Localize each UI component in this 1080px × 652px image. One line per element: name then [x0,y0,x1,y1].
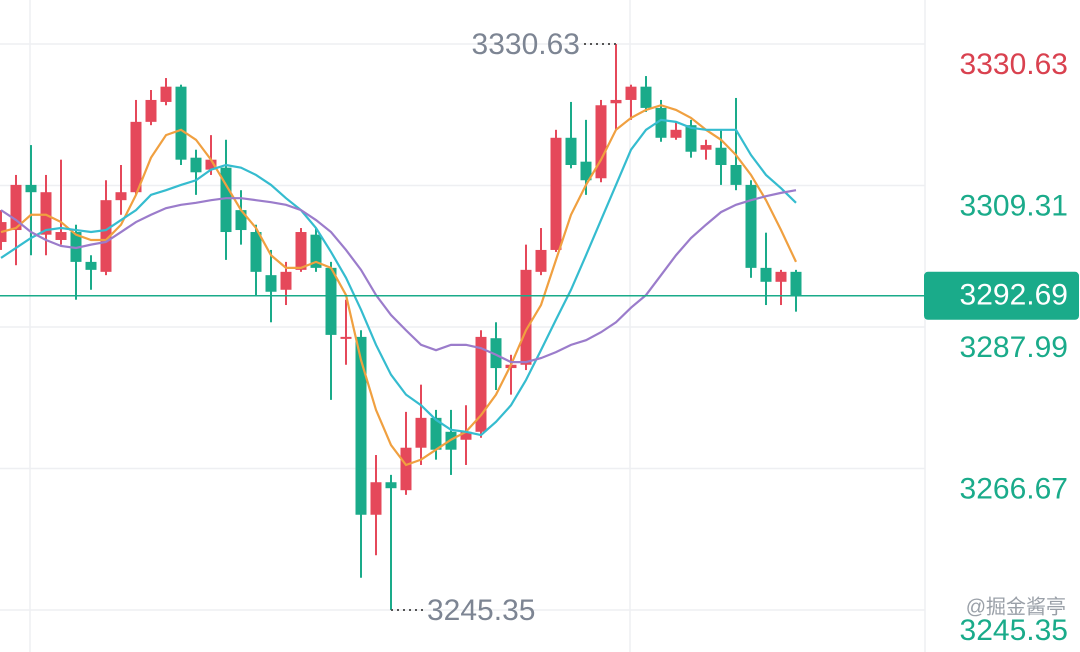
candle-body [460,431,472,440]
candle-body [640,86,652,108]
candle-body [325,267,337,335]
candle-body [700,145,712,150]
candle-body [145,99,157,122]
candle-body [55,232,67,240]
candle-body [655,107,667,138]
candle-body [370,482,382,515]
candle-body [310,234,322,268]
candle-body [715,147,727,165]
candle-body [295,232,307,270]
candle-body [475,336,487,432]
candle-body [130,121,142,193]
candle-body [610,99,622,104]
candle-body [235,210,247,231]
candle-body [430,417,442,450]
candle-body [730,164,742,185]
candle-body [175,86,187,160]
y-tick-label: 3287.99 [960,331,1068,364]
candle-body [760,267,772,282]
candle-body [490,338,502,369]
candle-body [415,417,427,448]
candle-body [25,184,37,193]
candle-body [385,482,397,489]
y-tick-label: 3309.31 [960,189,1068,222]
candle-body [625,86,637,100]
candle-body [670,129,682,138]
candle-body [355,336,367,515]
candle-body [265,275,277,292]
candle-body [775,271,787,282]
ma-line [0,118,797,437]
candle-body [790,271,802,296]
candle-body [10,184,22,231]
candle-body [205,159,217,170]
candle-body [520,269,532,365]
candle-body [535,249,547,272]
candle-body [595,105,607,179]
max-label: 3330.63 [472,28,580,61]
candle-body [220,167,232,233]
candle-body [340,336,352,339]
candle-body [190,157,202,173]
ma-line [0,104,797,467]
candle-body [685,125,697,152]
candle-body [85,261,97,270]
candle-body [160,86,172,102]
candle-body [100,200,112,272]
candle-body [580,161,592,181]
last-price-box [924,271,1079,320]
y-tick-label: 3245.35 [960,614,1068,647]
y-tick-label: 3266.67 [960,472,1068,505]
candle-body [400,447,412,491]
last-price-label: 3292.69 [960,279,1068,312]
candle-body [280,271,292,290]
candle-body [115,192,127,201]
ma-line [0,189,797,364]
candle-body [565,137,577,165]
watermark: @掘金酱亭 [966,595,1066,618]
candle-body [550,137,562,250]
candle-body [40,192,52,235]
candle-body [250,232,262,272]
min-label: 3245.35 [427,594,535,627]
y-tick-label: 3330.63 [960,48,1068,81]
candle-body [745,184,757,268]
